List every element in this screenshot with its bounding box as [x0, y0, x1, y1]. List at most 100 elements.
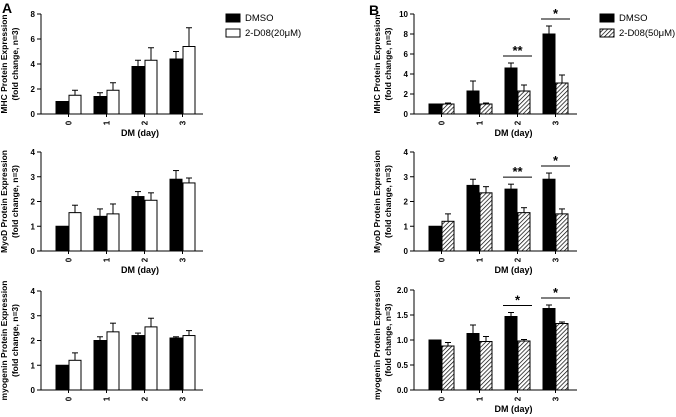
x-tick-label: 2 [141, 257, 150, 262]
x-tick-label: 2 [514, 257, 523, 262]
y-tick-label: 2 [404, 198, 409, 207]
y-axis-label: (fold change, n=3) [10, 304, 20, 377]
bar-treatment [441, 103, 455, 115]
bar-treatment [144, 199, 158, 252]
bar-dmso [55, 225, 69, 252]
x-tick-label: 1 [103, 120, 112, 125]
y-tick-label: 2 [31, 337, 36, 346]
y-tick-label: 3 [31, 173, 36, 182]
y-tick-label: 4 [404, 148, 409, 157]
y-tick-label: 2.0 [397, 286, 409, 295]
y-tick-label: 0 [31, 386, 36, 395]
legend-a-dmso-swatch [225, 13, 241, 23]
chart-a3: 0 1 2 3 4 myogenin Protein Expression (fold ch… [0, 281, 203, 401]
y-axis-label: MyoD Protein Expression [0, 150, 9, 253]
y-tick-label: 2 [404, 90, 409, 99]
bar-treatment [517, 212, 531, 252]
y-axis-label: (fold change, n=3) [383, 27, 393, 100]
y-tick-label: 0.5 [397, 361, 409, 370]
bar-dmso [55, 101, 69, 115]
x-tick-label: 2 [141, 396, 150, 401]
x-tick-label: 1 [476, 257, 485, 262]
legend-b: DMSO 2-D08(50μM) [599, 13, 675, 39]
bar-treatment [182, 46, 196, 115]
chart-b2: 0 1 2 3 4 MyoD Protein Expression (fold change… [372, 148, 577, 275]
y-tick-label: 6 [404, 50, 409, 59]
bar-treatment [555, 213, 569, 252]
y-tick-label: 1 [404, 222, 409, 231]
x-tick-label: 0 [438, 120, 447, 125]
y-tick-label: 2 [31, 198, 36, 207]
legend-a-dmso-label: DMSO [245, 13, 274, 24]
bar-treatment [144, 59, 158, 115]
y-tick-label: 3 [31, 312, 36, 321]
bar-treatment [441, 345, 455, 391]
y-tick-label: 10 [399, 10, 408, 19]
bar-dmso [542, 33, 556, 115]
bar-dmso [542, 178, 556, 252]
significance-label: * [553, 153, 559, 168]
x-tick-label: 3 [552, 396, 561, 401]
bar-treatment [479, 103, 493, 115]
y-axis-label: MyoD Protein Expression [372, 150, 382, 253]
legend-a-treatment-swatch [225, 28, 241, 38]
bar-dmso [504, 188, 518, 252]
y-tick-label: 0 [404, 110, 409, 119]
bar-treatment [479, 192, 493, 252]
x-tick-label: 0 [438, 257, 447, 262]
y-axis-label: myogenin Protein Expression [0, 281, 9, 401]
bar-treatment [68, 212, 82, 252]
x-axis-label: DM (day) [121, 265, 159, 275]
bar-treatment [441, 220, 455, 252]
bar-dmso [504, 67, 518, 115]
bar-dmso [93, 340, 107, 391]
y-axis-label: (fold change, n=3) [10, 165, 20, 238]
significance-label: ** [512, 164, 523, 179]
y-axis-label: myogenin Protein Expression [372, 280, 382, 400]
y-tick-label: 4 [31, 60, 36, 69]
chart-a1: 0 2 4 6 8 MHC Protein Expression (fold change,… [0, 10, 203, 138]
x-tick-label: 0 [65, 396, 74, 401]
y-axis-label: (fold change, n=3) [383, 165, 393, 238]
y-tick-label: 4 [404, 70, 409, 79]
x-tick-label: 1 [476, 396, 485, 401]
y-axis-label: (fold change, n=3) [383, 303, 393, 376]
y-tick-label: 1 [31, 361, 36, 370]
bar-dmso [169, 337, 183, 391]
chart-b3: 0.0 0.5 1.0 1.5 2.0 myogenin Protein Expressi… [372, 280, 577, 414]
bar-dmso [93, 96, 107, 115]
bar-treatment [555, 82, 569, 115]
y-tick-label: 0 [31, 110, 36, 119]
y-tick-label: 8 [31, 10, 36, 19]
y-tick-label: 0.0 [397, 386, 409, 395]
x-tick-label: 1 [103, 257, 112, 262]
significance-label: * [553, 285, 559, 300]
bar-dmso [93, 215, 107, 252]
bar-dmso [466, 184, 480, 252]
y-tick-label: 8 [404, 30, 409, 39]
y-tick-label: 0 [31, 247, 36, 256]
x-tick-label: 3 [552, 257, 561, 262]
panel-letter-b: B [369, 2, 379, 18]
x-axis-label: DM (day) [495, 404, 533, 414]
x-axis-label: DM (day) [495, 128, 533, 138]
y-tick-label: 1 [31, 222, 36, 231]
bar-dmso [542, 308, 556, 391]
significance-label: ** [512, 43, 523, 58]
y-tick-label: 0 [404, 247, 409, 256]
legend-a-treatment-label: 2-D08(20μM) [245, 28, 301, 39]
y-tick-label: 3 [404, 173, 409, 182]
x-tick-label: 3 [552, 120, 561, 125]
legend-a: DMSO 2-D08(20μM) [225, 13, 301, 39]
x-tick-label: 0 [65, 257, 74, 262]
x-tick-label: 0 [65, 120, 74, 125]
x-axis-label: DM (day) [495, 265, 533, 275]
x-tick-label: 3 [179, 396, 188, 401]
bar-treatment [106, 331, 120, 391]
x-tick-label: 0 [438, 396, 447, 401]
legend-b-treatment-swatch [599, 28, 615, 38]
bar-dmso [131, 196, 145, 252]
